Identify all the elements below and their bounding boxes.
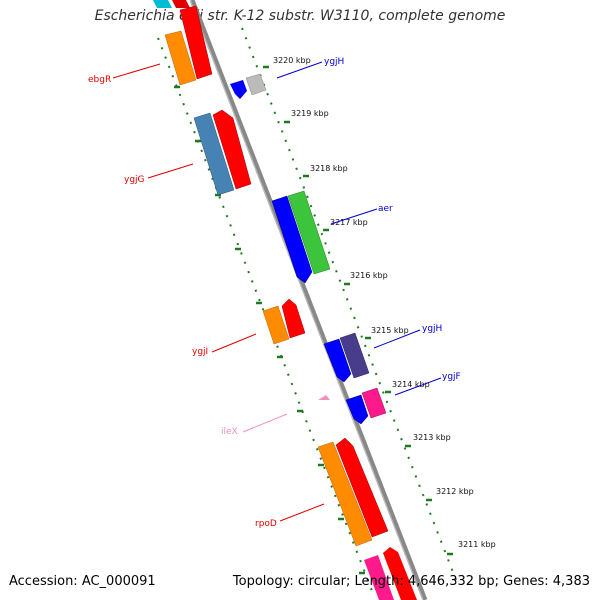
kbp-label: 3215 kbp	[371, 326, 409, 335]
gene-block	[164, 30, 197, 86]
gene-block	[361, 387, 387, 419]
kbp-label: 3218 kbp	[310, 164, 348, 173]
gene-block	[212, 109, 252, 190]
gene-block	[318, 395, 330, 400]
gene-label-ebgR: ebgR	[88, 75, 111, 85]
gene-block	[317, 441, 373, 547]
kbp-label: 3220 kbp	[273, 56, 311, 65]
gene-block	[287, 190, 331, 275]
gene-label-ileX: ileX	[221, 427, 238, 437]
kbp-label: 3217 kbp	[330, 218, 368, 227]
gene-block	[245, 73, 267, 96]
genome-backbone	[189, 0, 428, 600]
gene-block	[383, 547, 417, 600]
gene-block	[153, 0, 172, 8]
gene-block	[172, 0, 190, 8]
gene-label-aer: aer	[378, 204, 393, 214]
gene-block	[271, 195, 313, 284]
gene-block	[179, 5, 213, 80]
gene-label-ygjF: ygjF	[442, 372, 461, 382]
kbp-label: 3212 kbp	[436, 487, 474, 496]
gene-label-ygjG: ygjG	[124, 175, 145, 185]
kbp-label: 3211 kbp	[458, 540, 496, 549]
gene-block	[335, 437, 389, 538]
gene-block	[339, 332, 370, 379]
gene-block	[323, 338, 352, 383]
kbp-label: 3216 kbp	[350, 271, 388, 280]
gene-label-ygjI: ygjI	[192, 347, 208, 357]
gene-label-rpoD: rpoD	[255, 519, 277, 529]
accession-text: Accession: AC_000091	[9, 574, 156, 589]
gene-block	[230, 80, 247, 99]
kbp-label: 3219 kbp	[291, 109, 329, 118]
kbp-label: 3214 kbp	[392, 380, 430, 389]
gene-block	[364, 555, 394, 600]
gene-block	[345, 394, 369, 425]
genome-summary-text: Topology: circular; Length: 4,646,332 bp…	[232, 574, 590, 589]
gene-label-ygjH-top: ygjH	[324, 57, 344, 67]
gene-block	[262, 305, 290, 345]
gene-block	[193, 112, 235, 196]
gene-label-ygjH: ygjH	[422, 324, 442, 334]
kbp-label: 3213 kbp	[413, 433, 451, 442]
gene-block	[281, 298, 306, 339]
